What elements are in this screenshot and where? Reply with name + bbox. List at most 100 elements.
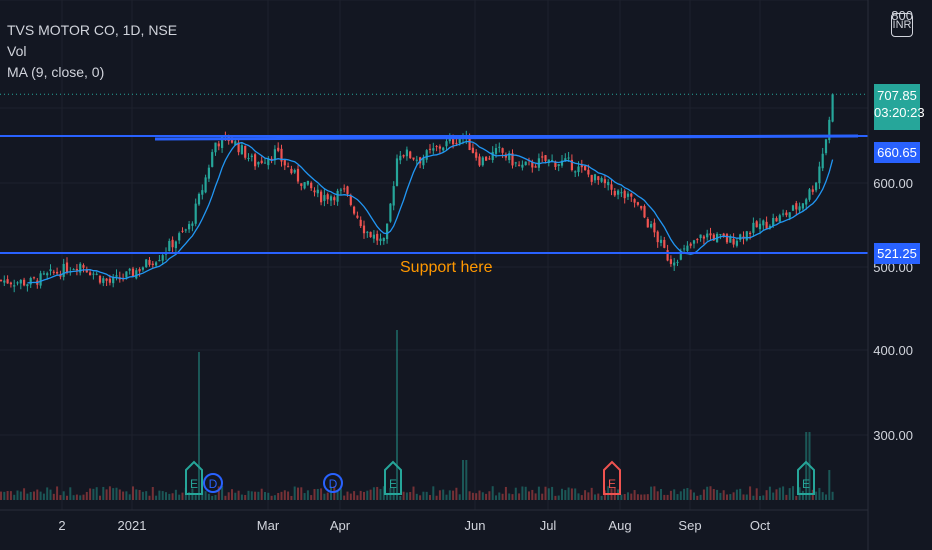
candle-body (270, 158, 273, 160)
event-marker-e[interactable]: E (384, 460, 402, 495)
candle-body (485, 156, 488, 161)
candle-body (745, 231, 748, 241)
candle-body (237, 142, 240, 153)
volume-bar (561, 488, 563, 500)
candle-body (155, 262, 158, 266)
volume-bar (148, 495, 151, 500)
candle-body (442, 147, 445, 151)
candle-body (46, 273, 49, 276)
candle-body (607, 181, 610, 186)
candle-body (488, 158, 491, 160)
candle-body (250, 155, 253, 158)
x-axis: 2 2021 Mar Apr Jun Jul Aug Sep Oct (0, 509, 868, 533)
x-tick-label: Mar (257, 518, 280, 533)
volume-bar (580, 495, 583, 500)
x-tick-label: 2 (58, 518, 65, 533)
candle-body (768, 225, 771, 229)
candle-body (145, 259, 148, 268)
volume-bar (663, 494, 666, 500)
candle-body (501, 148, 504, 153)
candle-body (808, 189, 811, 200)
volume-bar (26, 493, 29, 500)
candle-body (739, 234, 742, 240)
volume-bar (785, 494, 788, 500)
volume-bar (79, 495, 82, 500)
volume-bar (537, 486, 540, 500)
candle-body (659, 239, 663, 243)
candle-body (560, 160, 564, 166)
candle-body (221, 136, 224, 148)
volume-bar (9, 491, 12, 500)
candle-body (570, 159, 573, 171)
y-tick-label: 600.00 (873, 176, 913, 191)
volume-bar (640, 494, 643, 500)
candle-body (412, 157, 415, 160)
candle-body (673, 262, 676, 266)
volume-bar (247, 490, 250, 500)
volume-bar (547, 488, 550, 500)
volume-bar (158, 490, 161, 500)
event-label: E (802, 477, 810, 491)
volume-bar (244, 494, 247, 500)
volume-bar (267, 492, 270, 500)
volume-bar (178, 494, 181, 500)
candle-body (52, 271, 55, 273)
event-label: E (389, 477, 397, 491)
volume-bar (108, 486, 111, 500)
candle-body (508, 153, 511, 161)
event-marker-e[interactable]: E (603, 460, 621, 495)
candle-body (293, 170, 296, 173)
event-marker-d[interactable]: D (203, 473, 223, 493)
volume-bar (488, 491, 491, 500)
volume-bar (89, 488, 92, 500)
event-label: E (190, 477, 198, 491)
candle-body (455, 142, 458, 144)
volume-bar (623, 494, 626, 500)
candle-body (491, 151, 494, 161)
volume-bar (221, 486, 224, 500)
symbol-title[interactable]: TVS MOTOR CO, 1D, NSE (7, 22, 178, 38)
volume-indicator-label[interactable]: Vol (7, 43, 27, 59)
volume-bar (755, 488, 758, 500)
candle-body (382, 237, 385, 242)
ma-indicator-label[interactable]: MA (9, close, 0) (7, 64, 105, 80)
candle-body (686, 245, 689, 251)
candle-body (765, 221, 768, 229)
candle-body (689, 243, 692, 246)
volume-bar (511, 494, 514, 500)
volume-bar (217, 486, 220, 500)
volume-bar (739, 488, 742, 500)
candle-body (422, 158, 425, 166)
candle-body (775, 218, 778, 222)
volume-bar (13, 494, 16, 500)
candle-body (313, 190, 316, 193)
volume-bar (521, 486, 524, 500)
candle-body (128, 268, 131, 271)
volume-bar (534, 493, 537, 500)
candle-body (587, 169, 590, 175)
candle-body (683, 248, 686, 250)
volume-bar (155, 495, 158, 500)
event-marker-e[interactable]: E (185, 460, 203, 495)
x-tick-label: Jul (540, 518, 557, 533)
candle-body (362, 225, 366, 234)
candle-body (798, 206, 801, 211)
volume-bar (49, 489, 52, 500)
volume-bar (33, 491, 35, 500)
volume-bar (828, 470, 831, 500)
candle-body (392, 186, 395, 206)
candle-body (125, 271, 128, 278)
candle-body (379, 238, 382, 242)
candle-body (178, 233, 181, 241)
x-tick-label: Apr (330, 518, 351, 533)
currency-button[interactable]: INR (891, 13, 913, 37)
event-marker-e[interactable]: E (797, 460, 815, 495)
event-marker-d[interactable]: D (323, 473, 343, 493)
volume-bar (290, 495, 293, 500)
candle-body (544, 155, 547, 161)
candle-body (29, 278, 32, 285)
candle-body (656, 231, 659, 243)
candle-body (699, 234, 702, 239)
candle-body (620, 192, 623, 194)
